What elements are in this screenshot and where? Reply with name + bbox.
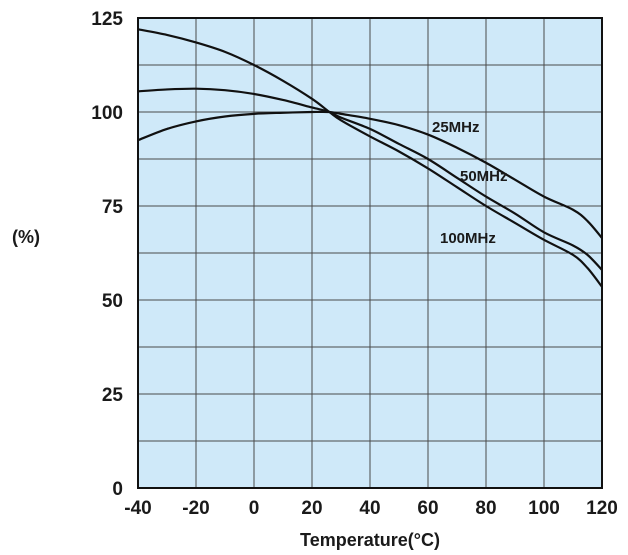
y-axis-ticks: 0 25 50 75 100 125 [91,9,123,500]
x-tick-label: 20 [301,498,322,519]
y-tick-label: 75 [102,197,124,218]
series-line-50mhz [137,87,603,271]
series-line-100mhz [137,28,603,288]
series-label-50mhz: 50MHz [460,168,508,185]
y-tick-label: 125 [91,9,123,30]
series-lines [137,28,603,288]
y-tick-label: 50 [102,291,123,312]
y-tick-label: 0 [112,479,123,500]
x-axis-ticks: -40 -20 0 20 40 60 80 100 120 [124,498,618,519]
x-tick-label: 60 [417,498,438,519]
x-tick-label: 40 [359,498,380,519]
series-line-25mhz [137,110,603,239]
y-tick-label: 25 [102,385,124,406]
x-tick-label: -40 [124,498,151,519]
x-tick-label: 0 [249,498,260,519]
y-tick-label: 100 [91,103,123,124]
series-label-25mhz: 25MHz [432,119,480,136]
series-label-100mhz: 100MHz [440,230,496,247]
plot-frame [137,17,603,489]
series-labels: 25MHz 50MHz 100MHz [432,119,508,247]
x-tick-label: 120 [586,498,618,519]
x-tick-label: 100 [528,498,560,519]
x-tick-label: -20 [182,498,209,519]
x-tick-label: 80 [475,498,496,519]
x-axis-title: Temperature(°C) [300,530,440,550]
y-axis-title: (%) [12,227,40,247]
